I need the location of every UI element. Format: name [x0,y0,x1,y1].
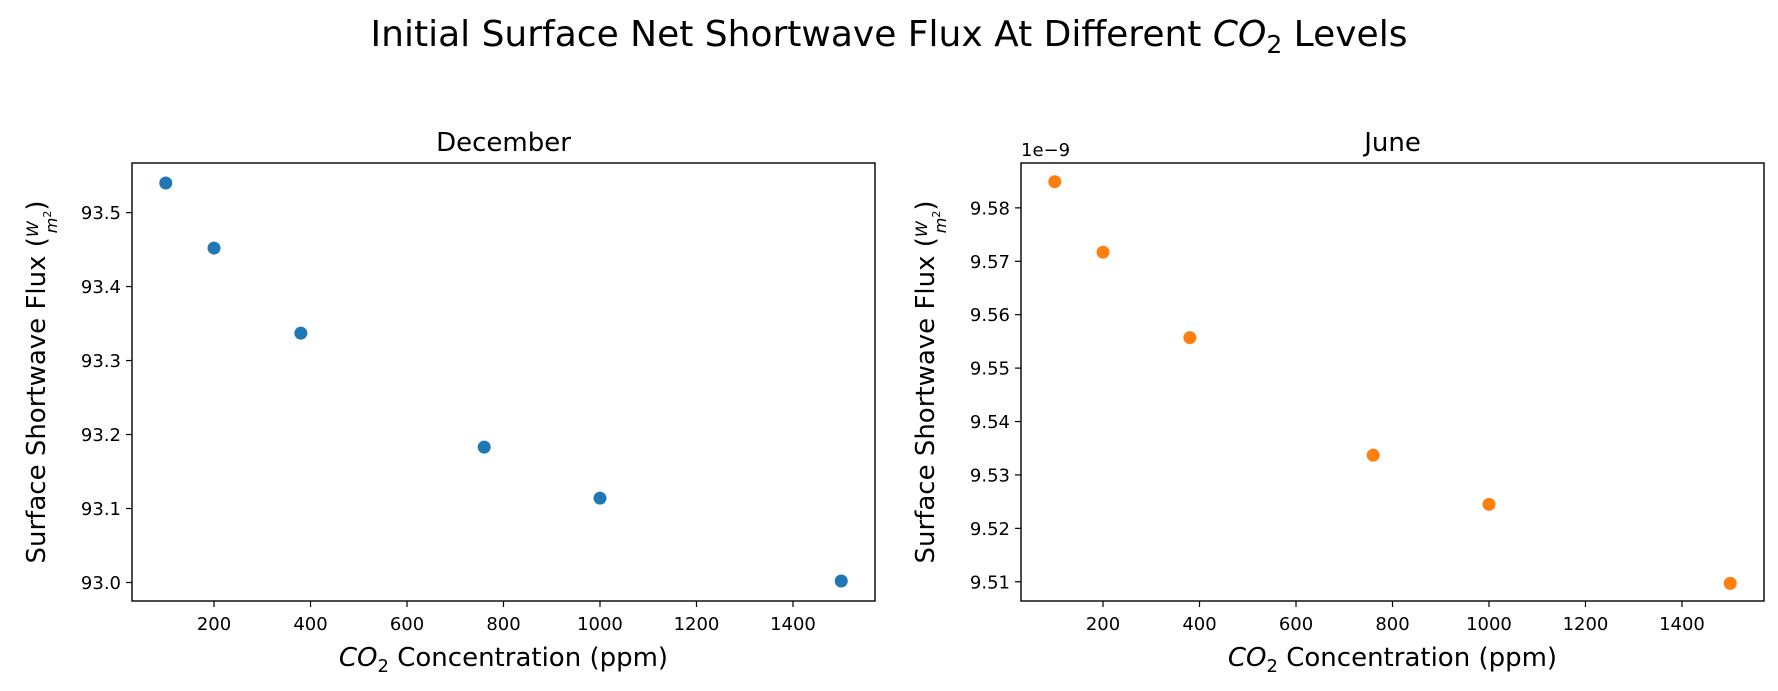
december-x-tick-label: 1400 [770,614,816,635]
june-x-tick-label: 1000 [1466,614,1512,635]
december-data-point [834,574,848,588]
december-y-label-exponent: 2 [41,211,54,218]
december-data-point [207,241,221,255]
june-y-tick-label: 9.53 [970,465,1010,486]
june-y-tick-label: 9.58 [970,198,1010,219]
december-x-tick-label: 1000 [577,614,623,635]
june-y-tick-label: 9.57 [970,252,1010,273]
december-y-tick-label: 93.2 [81,425,121,446]
december-x-label-sub: 2 [378,656,389,677]
june-x-tick-label: 800 [1375,614,1409,635]
june-x-label-suffix: Concentration (ppm) [1278,643,1557,673]
december-data-point [477,440,491,454]
december-data-point [159,176,173,190]
december-title: December [436,128,571,158]
december-y-tick-label: 93.3 [81,351,121,372]
june-y-label-numerator: W [912,220,931,237]
june-y-tick-label: 9.51 [970,572,1010,593]
june-x-tick-label: 400 [1182,614,1216,635]
december-y-tick-label: 93.4 [81,277,121,298]
december-y-tick-label: 93.5 [81,203,121,224]
december-data-point [593,491,607,505]
june-y-tick-label: 9.56 [970,305,1010,326]
june-x-tick-label: 200 [1086,614,1120,635]
june-x-tick-label: 600 [1279,614,1313,635]
december-y-label-text: Surface Shortwave Flux ( [22,237,52,563]
june-x-label-var: CO [1228,643,1267,673]
june-data-point [1183,331,1197,345]
june-y-tick-label: 9.52 [970,519,1010,540]
june-y-label-close: ) [911,201,941,211]
december-data-point [294,326,308,340]
june-offset-label: 1e−9 [1021,140,1070,161]
december-y-tick-label: 93.1 [81,499,121,520]
figure-title: Initial Surface Net Shortwave Flux At Di… [371,14,1408,59]
december-y-axis-label: Surface Shortwave Flux (Wm2) [22,201,61,564]
june-title: June [1362,128,1421,158]
december-y-label-numerator: W [23,220,42,237]
december-x-tick-label: 600 [390,614,424,635]
june-x-label-sub: 2 [1267,656,1278,677]
june-panel: 200 400 600 800 1000 1200 1400 9.51 9.52 9.53 9.54… [911,128,1765,677]
june-y-tick-label: 9.55 [970,359,1010,380]
june-data-point [1096,245,1110,259]
december-x-tick-label: 1200 [674,614,720,635]
june-y-label-exponent: 2 [930,211,943,218]
june-y-tick-label: 9.54 [970,412,1010,433]
december-x-label-var: CO [339,643,378,673]
december-x-tick-label: 400 [293,614,327,635]
december-x-label-suffix: Concentration (ppm) [389,643,668,673]
june-x-tick-label: 1400 [1659,614,1705,635]
december-x-axis-label: CO2 Concentration (ppm) [339,643,668,677]
june-data-point [1366,448,1380,462]
december-x-tick-label: 200 [197,614,231,635]
december-y-tick-label: 93.0 [81,573,121,594]
december-y-label-denominator: m [42,218,61,234]
june-y-label-text: Surface Shortwave Flux ( [911,237,941,563]
december-y-label-close: ) [22,201,52,211]
june-y-label-denominator: m [931,218,950,234]
december-panel: 200 400 600 800 1000 1200 1400 93.0 93.1 93.2 93.3… [22,128,876,677]
june-plot-area [1020,162,1765,602]
june-y-axis-label: Surface Shortwave Flux (Wm2) [911,201,950,564]
december-x-tick-label: 800 [486,614,520,635]
june-data-point [1482,497,1496,511]
june-x-tick-label: 1200 [1563,614,1609,635]
june-data-point [1048,175,1062,189]
june-x-axis-label: CO2 Concentration (ppm) [1228,643,1557,677]
june-data-point [1723,576,1737,590]
december-plot-area [131,162,876,602]
